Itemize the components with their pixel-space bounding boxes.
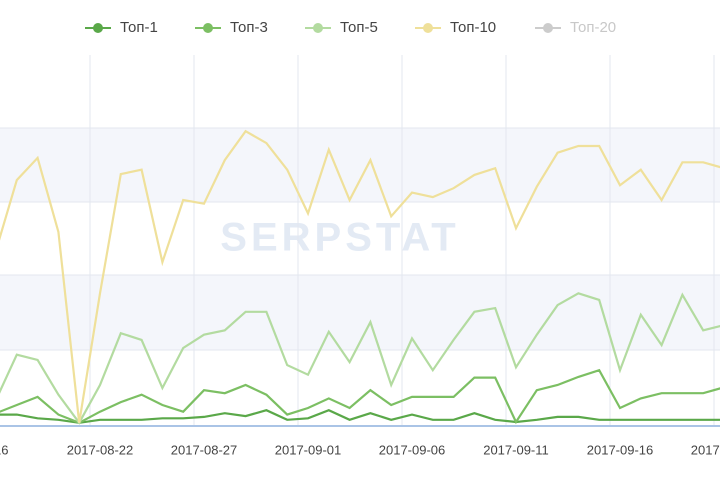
x-tick-label: 2017-08-16 xyxy=(0,442,8,457)
series-line xyxy=(0,409,720,424)
legend-swatch xyxy=(203,23,213,33)
legend-swatch xyxy=(313,23,323,33)
x-tick-label: 2017-08-27 xyxy=(171,442,238,457)
watermark: SERPSTAT xyxy=(220,216,459,260)
series-line xyxy=(0,292,720,425)
x-tick-label: 2017-09-06 xyxy=(379,442,446,457)
x-tick-label: 2017-09-21 xyxy=(691,442,720,457)
legend-label[interactable]: Топ-10 xyxy=(450,19,496,36)
legend-swatch xyxy=(543,23,553,33)
legend-swatch xyxy=(423,23,433,33)
x-tick-label: 2017-08-22 xyxy=(67,442,134,457)
legend-label[interactable]: Топ-1 xyxy=(120,19,158,36)
legend-label[interactable]: Топ-3 xyxy=(230,19,268,36)
series-line xyxy=(0,368,720,425)
legend-label[interactable]: Топ-5 xyxy=(340,19,378,36)
plot-band xyxy=(0,128,720,202)
legend-label[interactable]: Топ-20 xyxy=(570,19,616,36)
plot-band xyxy=(0,275,720,350)
x-tick-label: 2017-09-11 xyxy=(483,442,549,457)
x-tick-label: 2017-09-01 xyxy=(275,442,342,457)
series-line xyxy=(0,129,720,423)
legend-swatch xyxy=(93,23,103,33)
x-tick-label: 2017-09-16 xyxy=(587,442,654,457)
